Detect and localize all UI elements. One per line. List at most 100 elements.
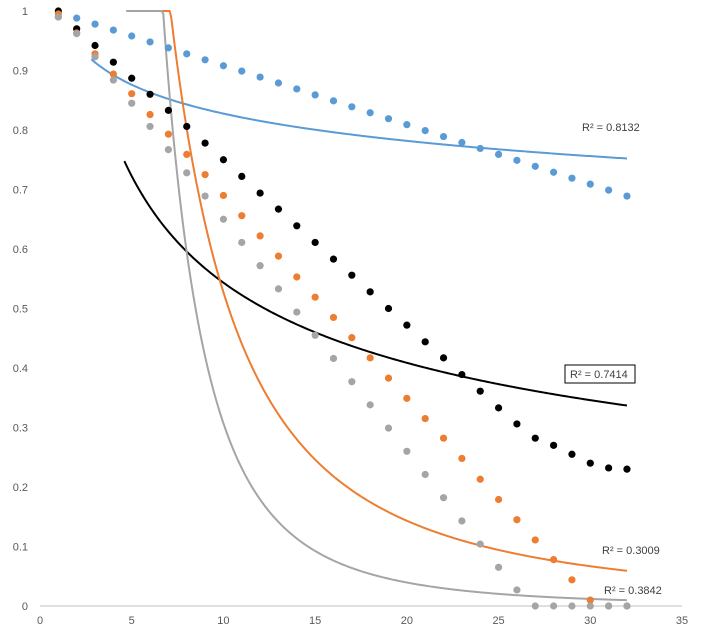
data-point-series-4 [274,285,283,293]
data-point-series-4 [421,470,429,479]
data-point-series-2 [293,222,301,230]
data-point-series-1 [494,150,503,158]
y-tick-label: 0 [22,601,28,613]
data-point-series-3 [238,212,246,220]
data-point-series-3 [293,273,301,281]
data-point-series-1 [329,97,338,105]
data-point-series-4 [183,169,191,177]
data-point-series-1 [183,50,191,58]
data-point-series-3 [476,475,484,483]
data-point-series-4 [146,122,154,131]
y-tick-label: 0.5 [13,304,28,316]
data-point-series-4 [550,602,558,610]
data-point-series-1 [458,138,466,147]
data-point-series-3 [311,293,319,301]
data-point-series-4 [623,602,631,610]
data-point-series-3 [531,536,539,544]
data-point-series-1 [219,62,228,70]
x-tick-label: 30 [584,615,596,627]
data-point-series-4 [256,262,264,270]
data-point-series-3 [128,90,136,98]
data-point-series-2 [329,255,338,263]
data-point-series-2 [531,434,539,442]
data-points [54,7,631,610]
y-axis-tick-labels: 0 0.1 0.2 0.3 0.4 0.5 0.6 0.7 0.8 0.9 1 [13,6,28,613]
data-point-series-3 [109,70,117,78]
data-point-series-2 [274,205,283,213]
data-point-series-3 [183,150,191,158]
data-point-series-2 [91,41,99,50]
data-point-series-4 [366,401,374,409]
data-point-series-3 [366,354,374,362]
r2-label-series-3: R² = 0.3009 [602,545,660,557]
data-point-series-2 [183,122,191,131]
x-tick-label: 25 [492,615,504,627]
data-point-series-3 [513,516,521,524]
r2-label-series-4: R² = 0.3842 [604,585,662,597]
data-point-series-3 [146,110,154,119]
data-point-series-4 [494,563,503,571]
data-point-series-1 [439,132,448,141]
y-tick-label: 0.7 [13,185,28,197]
data-point-series-2 [568,450,576,458]
data-point-series-2 [623,465,631,473]
data-point-series-1 [91,20,99,28]
data-point-series-2 [605,464,613,472]
data-point-series-1 [421,126,429,135]
data-point-series-2 [146,90,154,98]
trendline-series-2 [123,160,628,407]
data-point-series-3 [568,576,576,584]
data-point-series-2 [421,338,429,346]
data-point-series-3 [439,434,448,442]
data-point-series-2 [311,238,319,247]
data-point-series-3 [586,596,594,604]
data-point-series-4 [54,13,62,21]
data-point-series-4 [91,53,99,61]
data-point-series-2 [238,172,246,181]
data-point-series-1 [476,144,484,153]
data-point-series-4 [311,331,319,339]
data-point-series-1 [73,14,81,22]
data-point-series-2 [458,370,466,379]
data-point-series-4 [476,540,484,548]
data-point-series-4 [384,424,393,432]
data-point-series-4 [219,215,228,223]
data-point-series-2 [439,354,448,362]
data-point-series-2 [494,404,503,412]
x-tick-label: 10 [217,615,229,627]
data-point-series-3 [274,252,283,260]
trendlines [90,10,628,602]
data-point-series-1 [623,192,631,200]
data-point-series-1 [293,85,301,93]
data-point-series-3 [329,313,338,322]
data-point-series-1 [256,73,264,81]
data-point-series-3 [201,171,209,179]
data-point-series-3 [403,394,411,402]
r2-label-series-1: R² = 0.8132 [582,122,640,134]
data-point-series-4 [513,586,521,594]
data-point-series-1 [274,79,283,87]
y-tick-label: 0.8 [13,125,28,137]
data-point-series-1 [513,156,521,164]
data-point-series-4 [458,517,466,525]
data-point-series-2 [403,321,411,329]
data-point-series-1 [128,32,136,40]
data-point-series-4 [128,99,136,107]
data-point-series-4 [293,308,301,316]
trendline-series-1 [90,58,628,160]
x-tick-label: 20 [401,615,413,627]
r2-label-series-2: R² = 0.7414 [570,369,628,381]
data-point-series-1 [586,180,594,188]
data-point-series-4 [531,602,539,610]
data-point-series-4 [403,447,411,455]
data-point-series-1 [384,115,393,123]
x-tick-label: 5 [129,615,135,627]
data-point-series-2 [128,74,136,82]
data-point-series-2 [348,271,356,279]
y-tick-label: 0.3 [13,423,28,435]
data-point-series-2 [201,139,209,147]
x-axis-tick-labels: 0 5 10 15 20 25 30 35 [37,615,688,627]
data-point-series-2 [550,441,558,449]
